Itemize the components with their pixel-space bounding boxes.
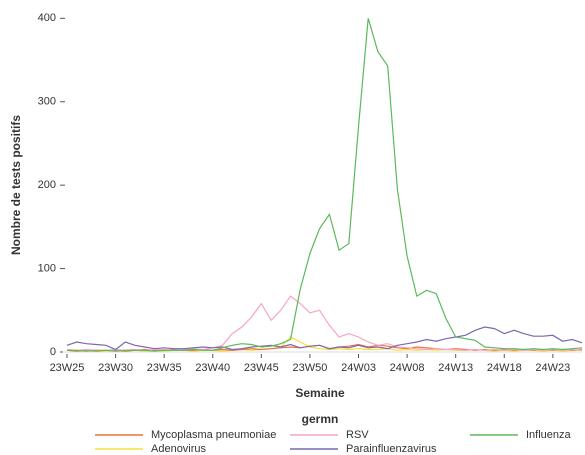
x-tick-label: 23W25 <box>50 362 85 374</box>
x-tick-label: 23W50 <box>292 362 327 374</box>
legend-label: Adenovirus <box>151 443 207 455</box>
legend-label: Parainfluenzavirus <box>346 443 437 455</box>
x-tick-label: 24W23 <box>535 362 570 374</box>
y-tick-label: 200 <box>38 179 56 191</box>
series-line <box>66 295 583 351</box>
series-line <box>67 18 583 352</box>
y-tick-label: 300 <box>38 96 56 108</box>
x-tick-label: 23W35 <box>147 362 182 374</box>
y-tick-label: 100 <box>38 262 56 274</box>
x-tick-label: 23W30 <box>98 362 133 374</box>
series-line <box>66 326 583 351</box>
y-tick-label: 0 <box>50 346 56 358</box>
x-tick-label: 24W13 <box>438 362 473 374</box>
x-tick-label: 23W45 <box>244 362 279 374</box>
x-tick-label: 24W18 <box>487 362 522 374</box>
legend-label: RSV <box>346 429 369 441</box>
y-tick-label: 400 <box>38 12 56 24</box>
legend-title: germn <box>302 412 339 426</box>
x-axis-title: Semaine <box>295 386 345 400</box>
legend-label: Mycoplasma pneumoniae <box>151 429 276 441</box>
x-tick-label: 23W40 <box>195 362 230 374</box>
legend-label: Influenza <box>526 429 572 441</box>
x-tick-label: 24W08 <box>390 362 425 374</box>
y-axis-title: Nombre de tests positifs <box>9 115 23 255</box>
x-tick-label: 24W03 <box>341 362 376 374</box>
